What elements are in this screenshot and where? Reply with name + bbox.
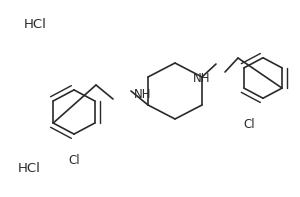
Text: Cl: Cl bbox=[68, 153, 80, 166]
Text: HCl: HCl bbox=[24, 18, 47, 31]
Text: Cl: Cl bbox=[243, 119, 255, 132]
Text: NH: NH bbox=[193, 72, 211, 85]
Text: HCl: HCl bbox=[18, 162, 41, 175]
Text: NH: NH bbox=[134, 87, 152, 100]
